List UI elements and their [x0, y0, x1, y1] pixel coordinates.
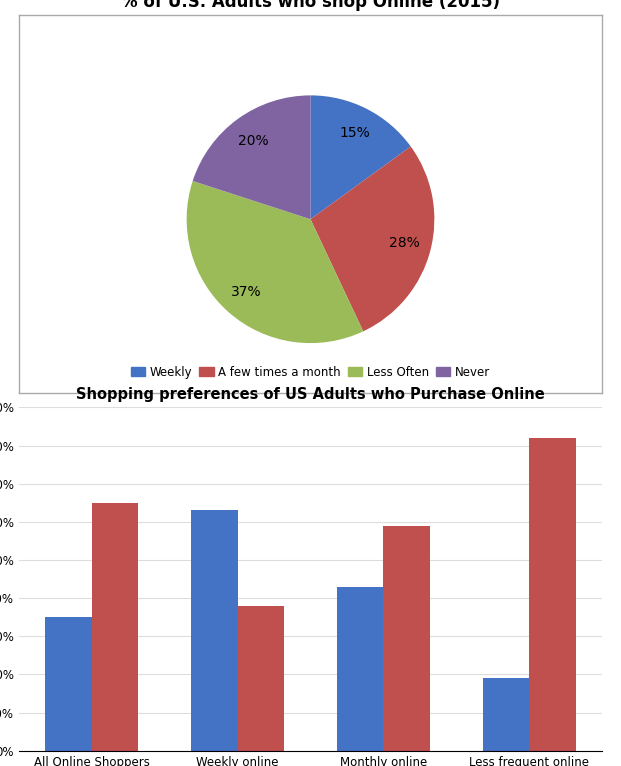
- Bar: [337, 587, 383, 751]
- Bar: [529, 438, 576, 751]
- Bar: [191, 510, 238, 751]
- Bar: [45, 617, 92, 751]
- Bar: [92, 502, 138, 751]
- Bar: [238, 606, 284, 751]
- Bar: [383, 525, 430, 751]
- Title: % of U.S. Adults who shop Online (2015): % of U.S. Adults who shop Online (2015): [121, 0, 500, 11]
- Bar: [483, 678, 529, 751]
- Legend: Weekly, A few times a month, Less Often, Never: Weekly, A few times a month, Less Often,…: [126, 361, 495, 383]
- Title: Shopping preferences of US Adults who Purchase Online: Shopping preferences of US Adults who Pu…: [76, 387, 545, 402]
